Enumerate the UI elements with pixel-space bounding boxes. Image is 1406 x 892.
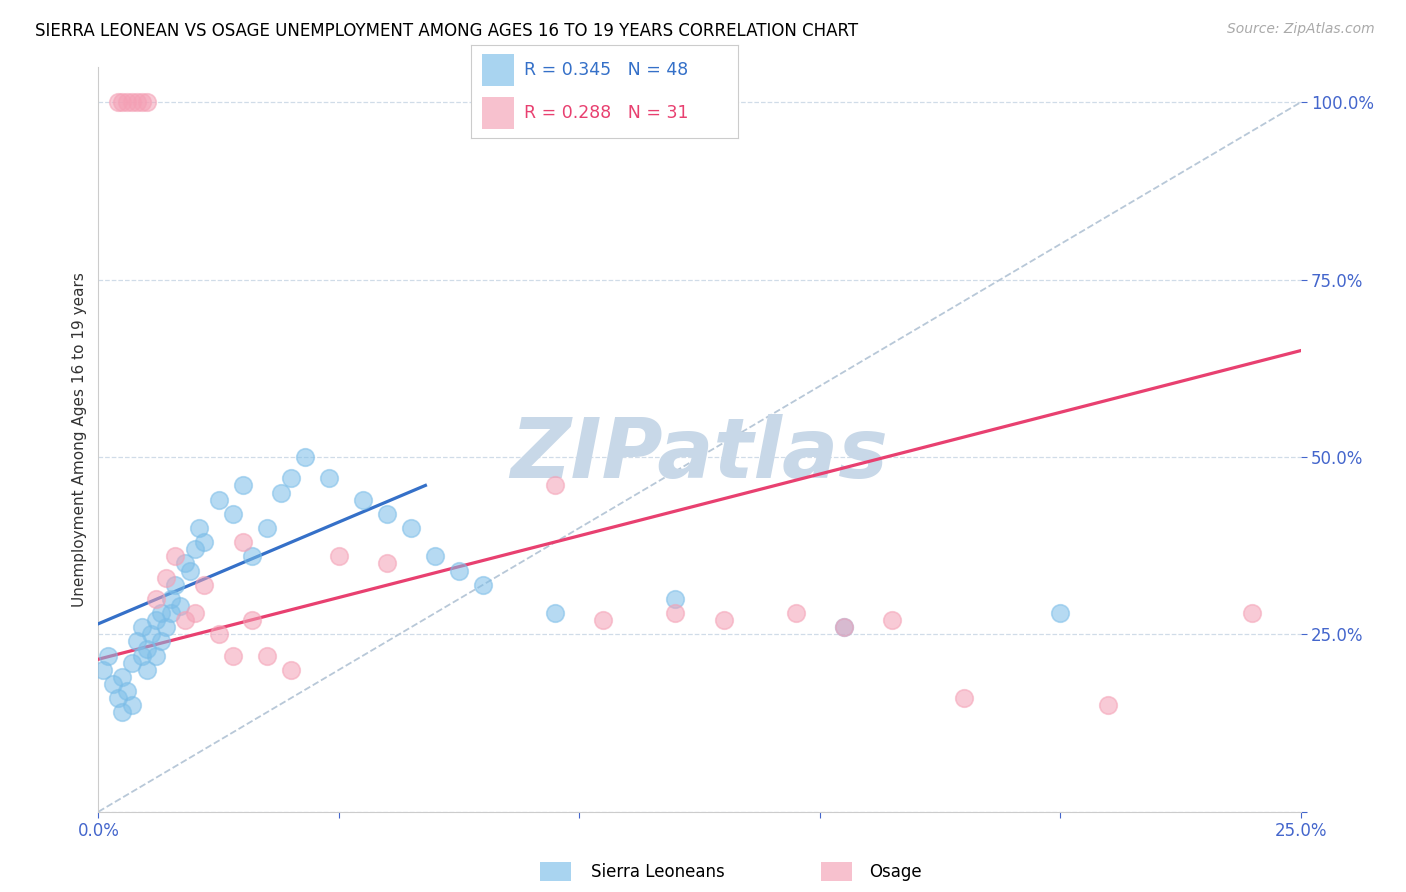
Point: [155, 571, 177, 585]
Point: [256, 521, 278, 535]
Point: [222, 648, 245, 663]
Point: [399, 521, 422, 535]
Point: [280, 663, 302, 677]
Point: [135, 95, 157, 110]
Point: [155, 620, 177, 634]
Point: [1097, 698, 1119, 713]
Point: [1049, 606, 1071, 620]
Point: [832, 620, 855, 634]
Point: [111, 95, 134, 110]
Point: [472, 578, 495, 592]
Point: [232, 478, 254, 492]
Point: [880, 613, 903, 627]
Point: [352, 492, 374, 507]
Point: [664, 606, 686, 620]
Point: [121, 95, 143, 110]
Point: [183, 606, 205, 620]
Point: [240, 613, 263, 627]
Point: [131, 648, 153, 663]
Text: SIERRA LEONEAN VS OSAGE UNEMPLOYMENT AMONG AGES 16 TO 19 YEARS CORRELATION CHART: SIERRA LEONEAN VS OSAGE UNEMPLOYMENT AMO…: [35, 22, 858, 40]
Point: [149, 634, 172, 648]
Point: [101, 677, 124, 691]
Point: [592, 613, 614, 627]
Point: [183, 542, 205, 557]
Point: [131, 95, 153, 110]
Point: [832, 620, 855, 634]
Point: [270, 485, 292, 500]
Point: [159, 606, 181, 620]
Point: [544, 606, 567, 620]
Text: R = 0.288   N = 31: R = 0.288 N = 31: [524, 104, 689, 122]
Point: [375, 557, 398, 571]
Point: [294, 450, 316, 464]
Point: [165, 578, 187, 592]
Point: [125, 95, 148, 110]
Point: [159, 591, 181, 606]
Text: Sierra Leoneans: Sierra Leoneans: [591, 863, 724, 881]
Text: ZIPatlas: ZIPatlas: [510, 414, 889, 495]
Point: [174, 613, 197, 627]
Point: [318, 471, 340, 485]
Point: [169, 599, 191, 613]
Point: [121, 656, 143, 670]
Point: [232, 535, 254, 549]
Point: [141, 627, 163, 641]
Point: [179, 564, 201, 578]
Point: [107, 95, 129, 110]
Point: [1241, 606, 1264, 620]
Point: [117, 684, 139, 698]
Point: [785, 606, 807, 620]
Point: [328, 549, 350, 564]
Point: [131, 620, 153, 634]
Point: [111, 706, 134, 720]
Point: [121, 698, 143, 713]
Text: Source: ZipAtlas.com: Source: ZipAtlas.com: [1227, 22, 1375, 37]
Point: [97, 648, 120, 663]
Point: [145, 613, 167, 627]
Point: [145, 648, 167, 663]
Point: [193, 535, 215, 549]
Point: [91, 663, 114, 677]
Point: [135, 663, 157, 677]
Point: [174, 557, 197, 571]
Point: [117, 95, 139, 110]
Bar: [482, 97, 513, 129]
Point: [135, 641, 157, 656]
Point: [165, 549, 187, 564]
Point: [240, 549, 263, 564]
Point: [188, 521, 211, 535]
Bar: [482, 54, 513, 86]
Point: [125, 634, 148, 648]
Point: [208, 627, 231, 641]
Point: [544, 478, 567, 492]
Point: [208, 492, 231, 507]
Text: R = 0.345   N = 48: R = 0.345 N = 48: [524, 61, 689, 78]
Point: [423, 549, 446, 564]
Point: [149, 606, 172, 620]
Point: [375, 507, 398, 521]
Y-axis label: Unemployment Among Ages 16 to 19 years: Unemployment Among Ages 16 to 19 years: [72, 272, 87, 607]
Text: Osage: Osage: [869, 863, 921, 881]
Point: [256, 648, 278, 663]
Point: [713, 613, 735, 627]
Point: [222, 507, 245, 521]
Point: [664, 591, 686, 606]
Point: [280, 471, 302, 485]
Point: [107, 691, 129, 706]
Point: [145, 591, 167, 606]
Point: [193, 578, 215, 592]
Point: [953, 691, 976, 706]
Point: [111, 670, 134, 684]
Point: [447, 564, 470, 578]
